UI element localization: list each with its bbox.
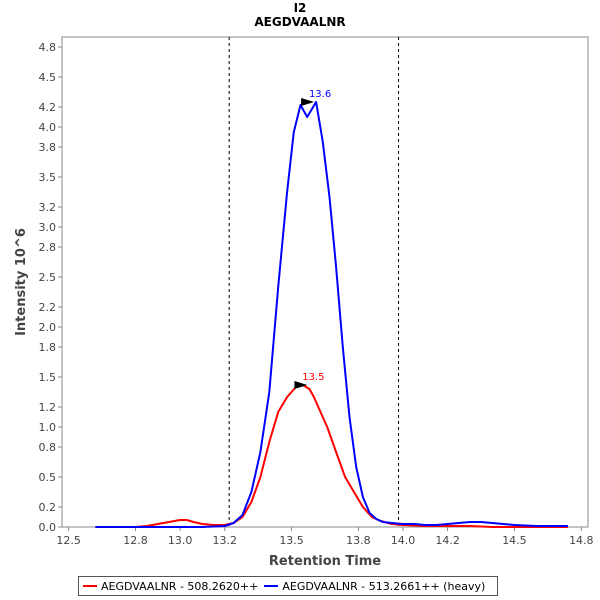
y-tick-label: 1.5 [39,371,57,384]
peak-marker-1 [301,98,315,106]
x-tick-label: 12.5 [56,534,81,547]
x-tick-label: 14.0 [391,534,416,547]
peak-label-1: 13.6 [309,89,331,100]
series-line-1 [95,101,568,528]
legend-label-light: AEGDVAALNR - 508.2620++ [101,579,259,593]
y-tick-label: 0.5 [39,471,57,484]
x-tick-label: 14.2 [435,534,460,547]
x-axis-label: Retention Time [269,554,381,569]
x-tick-label: 12.8 [123,534,148,547]
y-tick-label: 1.0 [39,421,57,434]
y-tick-label: 0.8 [39,441,57,454]
y-tick-label: 1.2 [39,401,57,414]
x-tick-label: 14.8 [569,534,594,547]
y-tick-label: 2.5 [39,271,57,284]
legend: AEGDVAALNR - 508.2620++ AEGDVAALNR - 513… [78,576,499,596]
y-tick-label: 4.5 [39,71,57,84]
y-tick-label: 3.5 [39,171,57,184]
y-tick-label: 0.0 [39,521,57,534]
y-tick-label: 2.0 [39,321,57,334]
x-tick-label: 13.2 [212,534,237,547]
legend-swatch-light [83,585,97,587]
y-tick-label: 3.2 [39,201,57,214]
series-group: 13.5 13.6 [95,89,568,528]
y-tick-label: 0.2 [39,501,57,514]
y-tick-label: 4.0 [39,121,57,134]
y-tick-label: 2.8 [39,241,57,254]
plot-area [61,36,589,528]
x-axis: 12.5 12.8 13.0 13.2 13.5 13.8 14.0 14.2 14.5 14.8 [56,527,594,547]
integration-boundaries [228,37,400,527]
y-tick-label: 2.2 [39,301,57,314]
chart-subtitle: AEGDVAALNR [254,15,345,29]
y-tick-label: 3.8 [39,141,57,154]
y-tick-label: 1.8 [39,341,57,354]
peak-marker-0 [294,381,308,389]
x-tick-label: 13.5 [279,534,304,547]
chart-title: I2 [294,1,307,15]
legend-entry-heavy: AEGDVAALNR - 513.2661++ (heavy) [264,580,485,593]
y-axis: 0.0 0.2 0.5 0.8 1.0 1.2 1.5 1.8 2.0 2.2 2.5 2.8 3.0 3… [39,41,62,534]
y-tick-label: 3.0 [39,221,57,234]
x-tick-label: 13.8 [346,534,371,547]
peak-label-0: 13.5 [302,372,324,383]
x-tick-label: 13.0 [168,534,193,547]
y-tick-label: 4.8 [39,41,57,54]
legend-swatch-heavy [264,585,279,587]
y-axis-label: Intensity 10^6 [14,228,29,336]
legend-entry-light: AEGDVAALNR - 508.2620++ [83,580,258,593]
x-tick-label: 14.5 [502,534,527,547]
y-tick-label: 4.2 [39,101,57,114]
legend-label-heavy: AEGDVAALNR - 513.2661++ (heavy) [282,579,486,593]
